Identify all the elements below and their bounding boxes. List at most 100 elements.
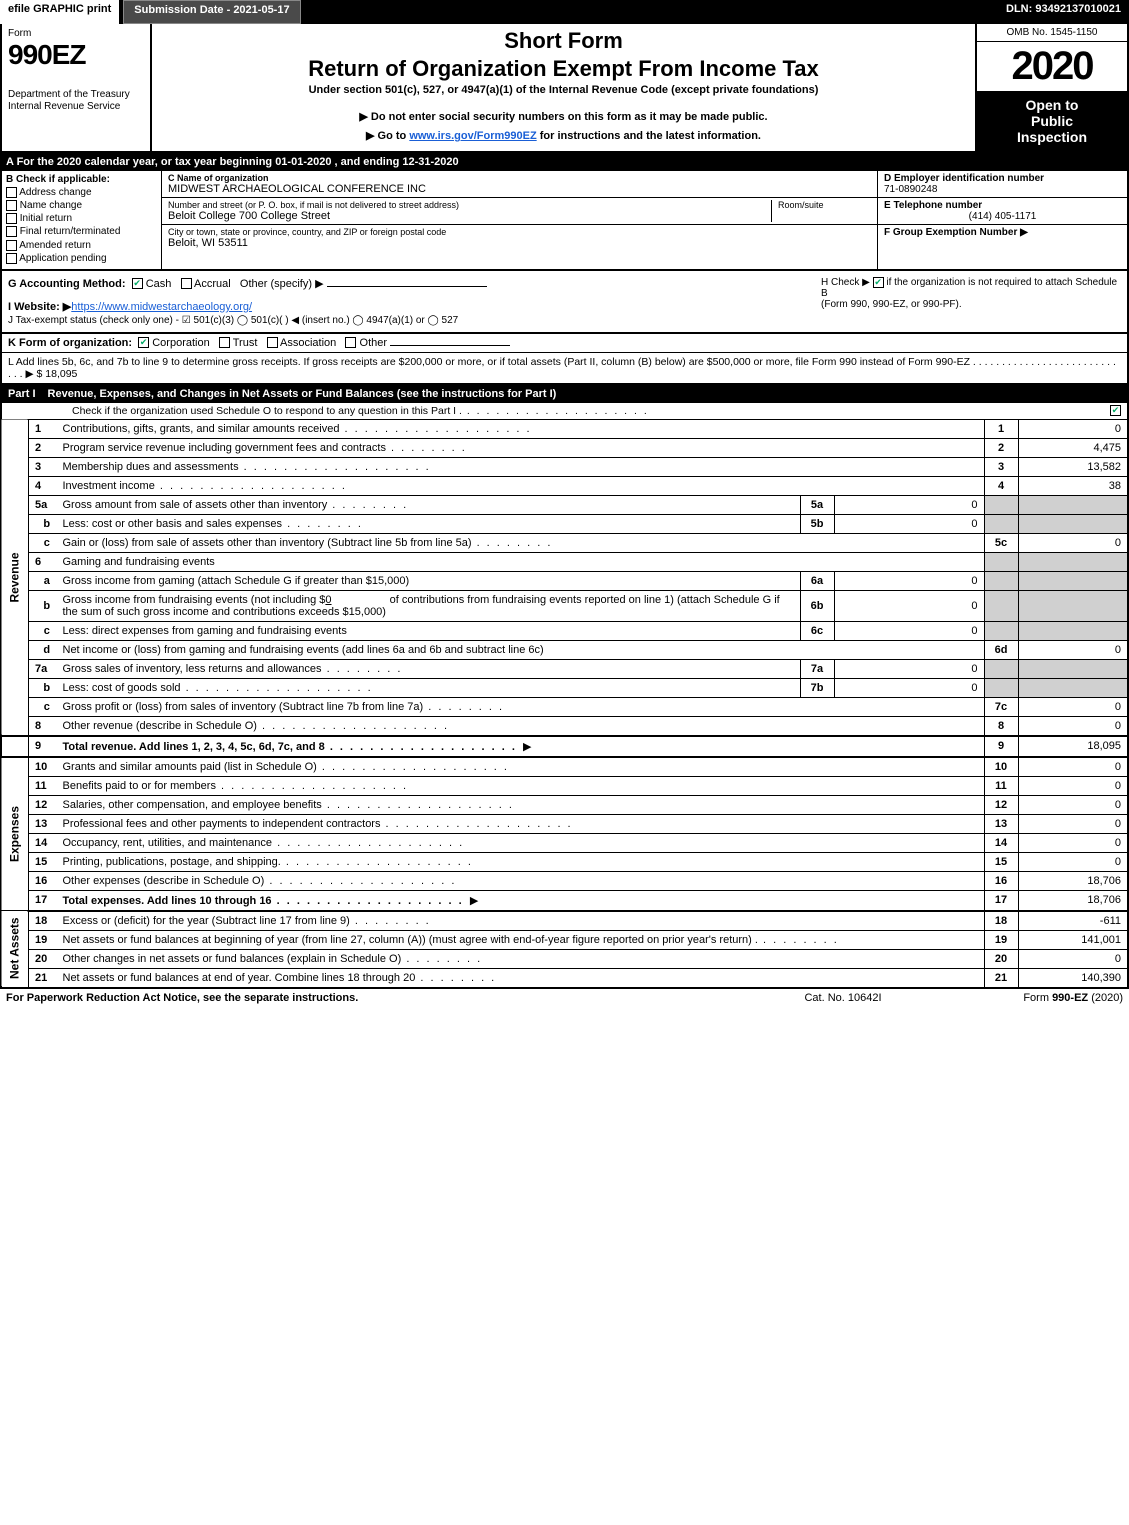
box-num: 5c [984,533,1018,552]
line-6c: c Less: direct expenses from gaming and … [1,621,1128,640]
check-schedule-b[interactable] [873,277,884,288]
k-label: K Form of organization: [8,337,132,349]
box-num: 20 [984,949,1018,968]
form-word: Form [8,28,144,39]
line-6a: a Gross income from gaming (attach Sched… [1,571,1128,590]
inner-box: 7a [800,659,834,678]
line-num: 14 [29,833,57,852]
part-title: Revenue, Expenses, and Changes in Net As… [48,388,1121,400]
line-text: Other expenses (describe in Schedule O) [57,871,985,890]
section-j: J Tax-exempt status (check only one) - ☑… [8,315,821,326]
line-13: 13 Professional fees and other payments … [1,814,1128,833]
section-def: D Employer identification number 71-0890… [877,171,1127,269]
dln-label: DLN: 93492137010021 [998,0,1129,24]
trust-label: Trust [233,337,258,349]
inner-box: 6b [800,590,834,621]
check-name-change[interactable]: Name change [6,200,157,211]
form-header: Form 990EZ Department of the Treasury In… [0,24,1129,153]
line-num: c [29,697,57,716]
website-link[interactable]: https://www.midwestarchaeology.org/ [71,301,252,313]
line-value: 0 [1018,949,1128,968]
check-label: Initial return [20,213,72,224]
val-grey [1018,495,1128,514]
box-num: 16 [984,871,1018,890]
val-grey [1018,659,1128,678]
line-text: Program service revenue including govern… [57,438,985,457]
check-label: Address change [19,187,91,198]
line-5b: b Less: cost or other basis and sales ex… [1,514,1128,533]
line-num: 7a [29,659,57,678]
line-text: Gross income from gaming (attach Schedul… [57,571,801,590]
check-schedule-o[interactable] [1110,405,1121,416]
line-num: 16 [29,871,57,890]
box-num: 17 [984,890,1018,911]
submission-date-button[interactable]: Submission Date - 2021-05-17 [123,0,300,24]
line-num: 5a [29,495,57,514]
line-text: Contributions, gifts, grants, and simila… [57,419,985,438]
check-association[interactable] [267,337,278,348]
line-text: Less: direct expenses from gaming and fu… [57,621,801,640]
part-1-table: Revenue 1 Contributions, gifts, grants, … [0,419,1129,987]
line-7b: b Less: cost of goods sold 7b 0 [1,678,1128,697]
irs-link[interactable]: www.irs.gov/Form990EZ [409,130,536,142]
line-num: c [29,621,57,640]
h-text3: (Form 990, 990-EZ, or 990-PF). [821,299,962,310]
other-specify-input[interactable] [327,286,487,287]
line-num: 12 [29,795,57,814]
l-text: L Add lines 5b, 6c, and 7b to line 9 to … [8,356,1116,380]
omb-number: OMB No. 1545-1150 [977,24,1127,42]
part-1-sub: Check if the organization used Schedule … [0,403,1129,419]
check-cash[interactable] [132,278,143,289]
goto-instructions: ▶ Go to www.irs.gov/Form990EZ for instru… [160,129,967,142]
check-initial-return[interactable]: Initial return [6,213,157,224]
line-value: 0 [1018,795,1128,814]
line-5c: c Gain or (loss) from sale of assets oth… [1,533,1128,552]
line-num: b [29,678,57,697]
box-num: 6d [984,640,1018,659]
box-num: 10 [984,757,1018,777]
line-num: 13 [29,814,57,833]
public-text: Public [981,113,1123,129]
line-21: 21 Net assets or fund balances at end of… [1,968,1128,987]
line-num: c [29,533,57,552]
check-corporation[interactable] [138,337,149,348]
check-trust[interactable] [219,337,230,348]
line-num: 2 [29,438,57,457]
check-final-return[interactable]: Final return/terminated [6,226,157,237]
line-num: 11 [29,776,57,795]
box-num: 7c [984,697,1018,716]
section-gh: G Accounting Method: Cash Accrual Other … [0,271,1129,333]
line-value: 0 [1018,776,1128,795]
line-5a: 5a Gross amount from sale of assets othe… [1,495,1128,514]
line-6b: b Gross income from fundraising events (… [1,590,1128,621]
address-label: Number and street (or P. O. box, if mail… [168,200,771,210]
inner-val: 0 [834,514,984,533]
check-amended-return[interactable]: Amended return [6,240,157,251]
check-other-org[interactable] [345,337,356,348]
line-7a: 7a Gross sales of inventory, less return… [1,659,1128,678]
inner-val: 0 [834,495,984,514]
other-org-input[interactable] [390,345,510,346]
box-grey [984,678,1018,697]
form-number: 990EZ [8,39,144,71]
accrual-label: Accrual [194,278,231,290]
check-application-pending[interactable]: Application pending [6,253,157,264]
revenue-section-label: Revenue [1,419,29,736]
address-value: Beloit College 700 College Street [168,210,771,222]
line-6: 6 Gaming and fundraising events [1,552,1128,571]
efile-print-label[interactable]: efile GRAPHIC print [0,0,119,24]
other-org-label: Other [360,337,388,349]
line-text: Total revenue. Add lines 1, 2, 3, 4, 5c,… [57,736,985,757]
inner-val: 0 [834,678,984,697]
box-num: 21 [984,968,1018,987]
city-label: City or town, state or province, country… [168,227,871,237]
check-accrual[interactable] [181,278,192,289]
check-address-change[interactable]: Address change [6,187,157,198]
line-6d: d Net income or (loss) from gaming and f… [1,640,1128,659]
line-text: Excess or (deficit) for the year (Subtra… [57,911,985,931]
line-4: 4 Investment income 4 38 [1,476,1128,495]
line-text: Gross profit or (loss) from sales of inv… [57,697,985,716]
inspection-badge: Open to Public Inspection [977,91,1127,151]
assoc-label: Association [280,337,336,349]
line-value: 18,706 [1018,890,1128,911]
